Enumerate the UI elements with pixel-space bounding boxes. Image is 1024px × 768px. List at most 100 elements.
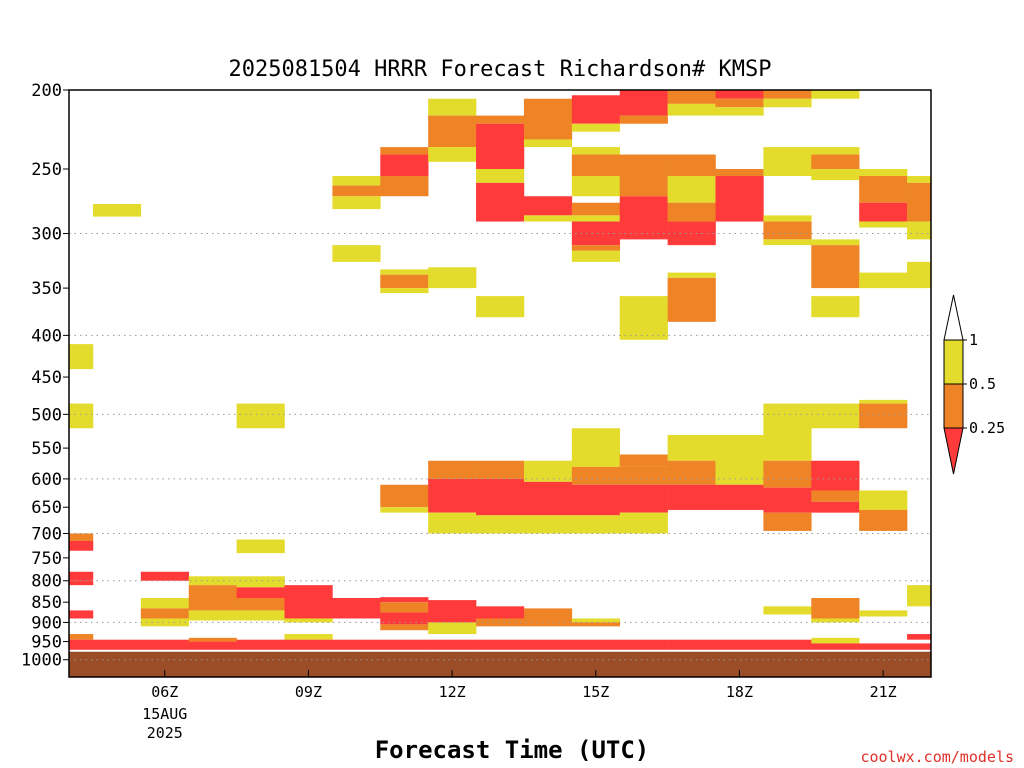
ri-cell-15-10: [763, 606, 812, 615]
ri-cell-9-7: [476, 515, 525, 534]
ri-cell-15-8: [763, 487, 812, 513]
ri-cell-17-10: [859, 643, 908, 651]
ri-cell-16-10: [811, 501, 860, 513]
ri-cell-10-3: [523, 215, 573, 222]
ri-cell-17-9: [859, 610, 908, 617]
y-tick-label-550: 550: [31, 439, 62, 459]
ri-cell-10-7: [523, 608, 573, 627]
ri-cell-11-11: [571, 466, 621, 485]
ri-cell-7-8: [380, 597, 429, 603]
ri-cell-13-10: [667, 484, 716, 510]
ri-cell-12-0: [619, 90, 668, 116]
ri-cell-15-3: [763, 215, 812, 222]
ri-cell-8-4: [428, 460, 477, 479]
ri-cell-11-13: [571, 515, 621, 534]
ri-cell-8-3: [428, 267, 477, 289]
ri-cell-16-5: [811, 245, 860, 289]
ri-cell-17-5: [859, 399, 908, 404]
ri-cell-0-4: [69, 571, 94, 581]
colorbar-legend: 1 0.5 0.25: [943, 294, 1005, 475]
ri-cell-11-0: [571, 95, 621, 124]
ri-cell-7-2: [380, 176, 429, 197]
ri-cell-14-6: [715, 484, 764, 510]
ri-cell-11-14: [571, 618, 621, 623]
ri-cell-14-5: [715, 434, 764, 485]
ri-cell-18-4: [907, 585, 932, 607]
ri-cell-8-0: [428, 98, 477, 116]
x-axis-label: Forecast Time (UTC): [375, 736, 650, 764]
ri-cell-10-8: [523, 639, 573, 651]
ri-cell-15-9: [763, 512, 812, 531]
ri-cell-16-14: [811, 643, 860, 651]
ri-cell-12-9: [619, 639, 668, 651]
y-tick-label-600: 600: [31, 470, 62, 490]
ri-cell-2-3: [140, 618, 190, 627]
ri-cell-6-4: [332, 598, 381, 619]
x-tick-label-12Z: 12Z: [439, 683, 466, 701]
ri-cell-9-10: [476, 639, 525, 651]
ri-cell-18-5: [907, 634, 932, 640]
ri-cell-12-1: [619, 115, 668, 124]
ri-cell-13-6: [667, 272, 716, 278]
ri-cell-7-12: [380, 639, 429, 651]
ri-cell-9-5: [476, 460, 525, 479]
ri-cell-17-7: [859, 490, 908, 510]
ri-cell-1-1: [92, 639, 142, 651]
ri-cell-0-7: [69, 634, 94, 640]
ri-cell-12-2: [619, 154, 668, 197]
x-tick-label-09Z: 09Z: [295, 683, 322, 701]
ri-cell-4-4: [236, 598, 285, 611]
ri-cell-15-7: [763, 460, 812, 488]
ri-cell-11-16: [571, 639, 621, 651]
ri-cell-9-3: [476, 182, 525, 222]
heatmap-cells: [69, 90, 932, 677]
ri-cell-6-5: [332, 639, 381, 651]
x-year-label: 2025: [147, 724, 183, 742]
ri-cell-0-0: [69, 344, 94, 370]
ri-cell-13-0: [667, 90, 716, 104]
ri-cell-5-2: [284, 634, 333, 640]
ri-cell-18-2: [907, 221, 932, 240]
ri-cell-12-7: [619, 484, 668, 513]
ri-cell-9-2: [476, 168, 525, 183]
y-tick-label-750: 750: [31, 549, 62, 569]
ri-cell-15-2: [763, 147, 812, 177]
pressure-gridlines: [69, 233, 931, 661]
ri-cell-14-0: [715, 90, 764, 99]
ri-cell-5-0: [284, 585, 333, 619]
ri-cell-16-3: [811, 168, 860, 181]
ri-cell-16-13: [811, 637, 860, 644]
ri-cell-17-3: [859, 221, 908, 228]
ri-cell-13-4: [667, 202, 716, 222]
ri-cell-11-12: [571, 484, 621, 516]
ri-cell-7-6: [380, 484, 429, 508]
ri-cell-8-6: [428, 512, 477, 534]
ri-cell-2-0: [140, 571, 190, 581]
colorbar-label-1: 1: [969, 331, 978, 349]
ri-cell-14-2: [715, 107, 764, 116]
ri-cell-18-3: [907, 261, 932, 289]
ri-cell-6-2: [332, 196, 381, 210]
ri-cell-0-1: [69, 403, 94, 429]
ri-cell-13-7: [667, 277, 716, 322]
x-tick-label-21Z: 21Z: [870, 683, 897, 701]
ri-cell-2-2: [140, 608, 190, 619]
ri-cell-11-10: [571, 428, 621, 467]
ri-cell-17-8: [859, 509, 908, 531]
ri-cell-3-3: [188, 637, 237, 642]
ri-cell-4-1: [236, 539, 285, 554]
y-tick-label-1000: 1000: [21, 651, 62, 671]
ri-cell-14-3: [715, 168, 764, 177]
ri-cell-17-4: [859, 272, 908, 289]
y-tick-label-850: 850: [31, 593, 62, 613]
ri-cell-7-9: [380, 602, 429, 613]
ri-cell-15-11: [763, 639, 812, 651]
ri-cell-0-5: [69, 580, 94, 586]
colorbar-swatch-0.5-1: [943, 339, 964, 385]
ri-cell-0-3: [69, 540, 94, 551]
ri-cell-9-1: [476, 123, 525, 169]
ri-cell-17-1: [859, 176, 908, 203]
y-tick-label-800: 800: [31, 572, 62, 592]
